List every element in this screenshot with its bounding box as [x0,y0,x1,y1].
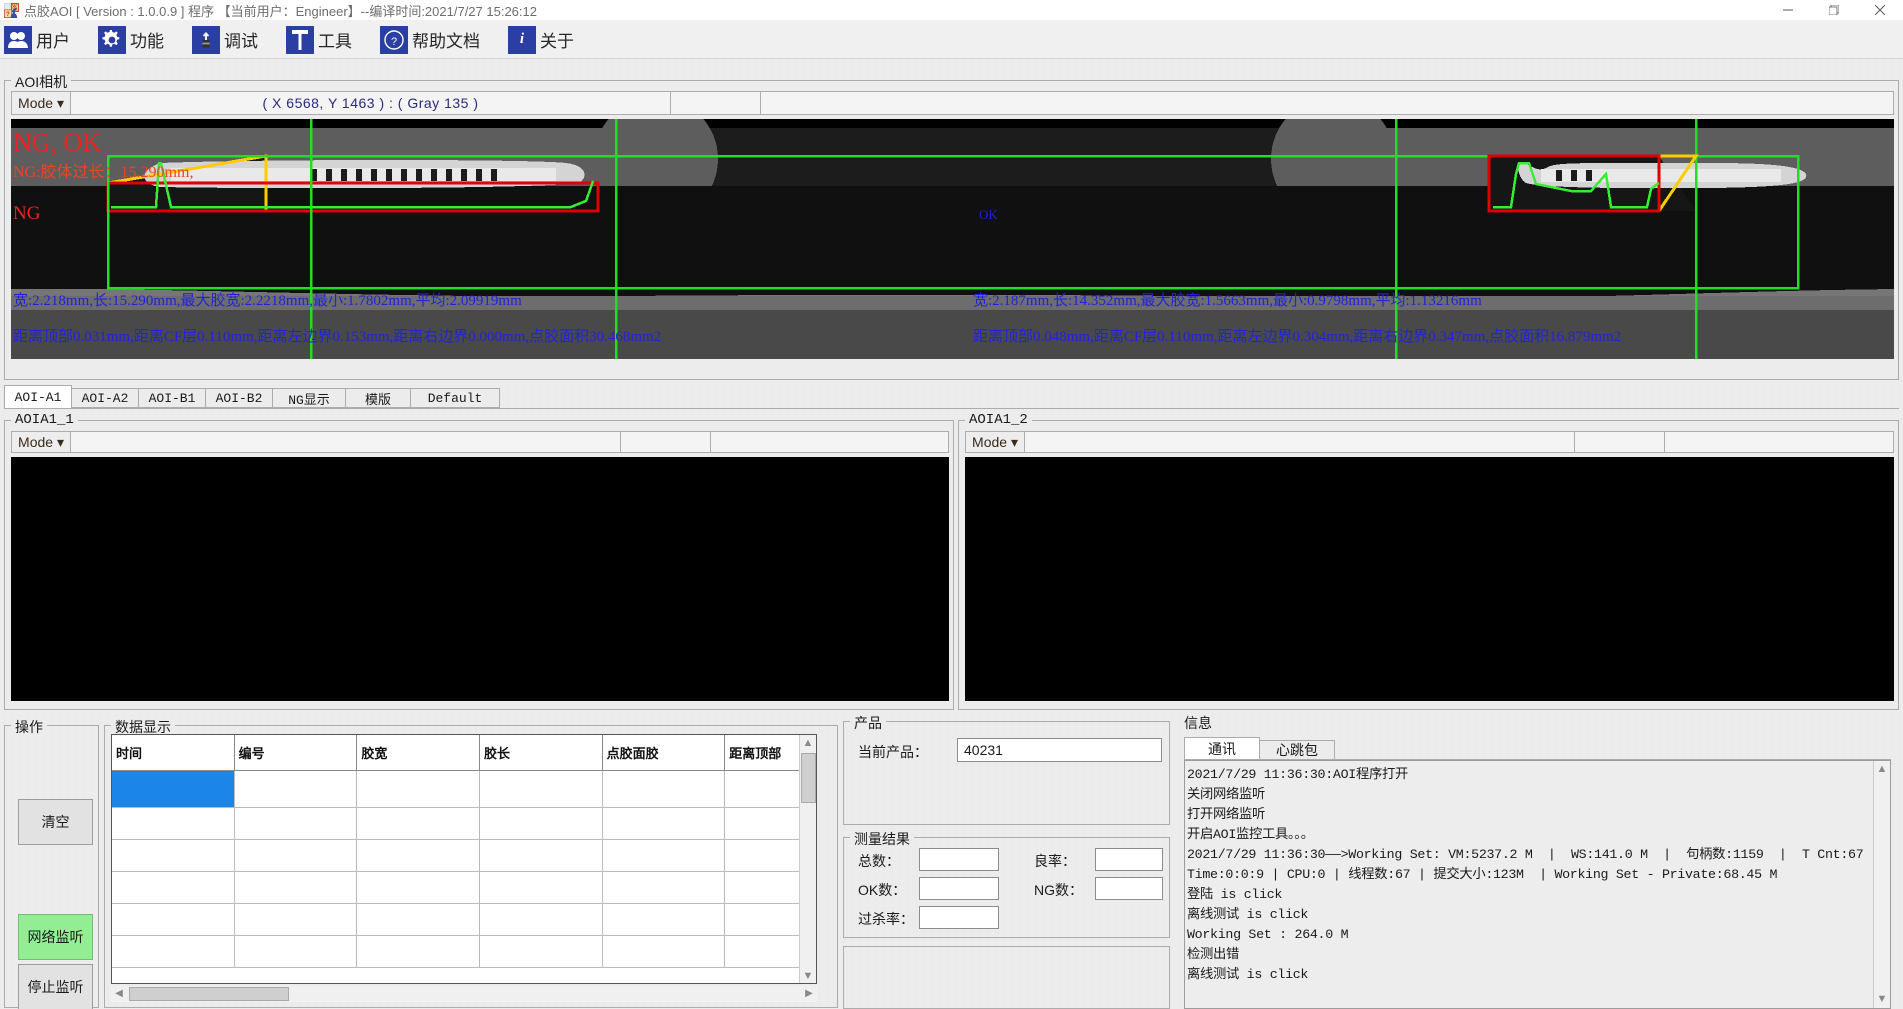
svg-text:?: ? [6,12,10,18]
svg-text:宽:2.218mm,长:15.290mm,最大胶宽:2.22: 宽:2.218mm,长:15.290mm,最大胶宽:2.2218mm,最小:1.… [13,292,522,309]
svg-text:?: ? [391,36,397,48]
svg-text:距离顶部0.048mm,距离CF层0.110mm,距离左边界: 距离顶部0.048mm,距离CF层0.110mm,距离左边界0.304mm,距离… [973,328,1621,345]
svg-text:NG, OK: NG, OK [13,128,101,157]
svg-text:距离顶部0.031mm,距离CF层0.110mm,距离左边界: 距离顶部0.031mm,距离CF层0.110mm,距离左边界0.153mm,距离… [13,328,661,345]
svg-text:宽:2.187mm,长:14.352mm,最大胶宽:1.56: 宽:2.187mm,长:14.352mm,最大胶宽:1.5663mm,最小:0.… [973,292,1482,309]
svg-text:OK: OK [979,207,998,222]
svg-text:NG:胶体过长：15.290mm,: NG:胶体过长：15.290mm, [13,163,193,181]
svg-text:NG: NG [13,203,41,224]
